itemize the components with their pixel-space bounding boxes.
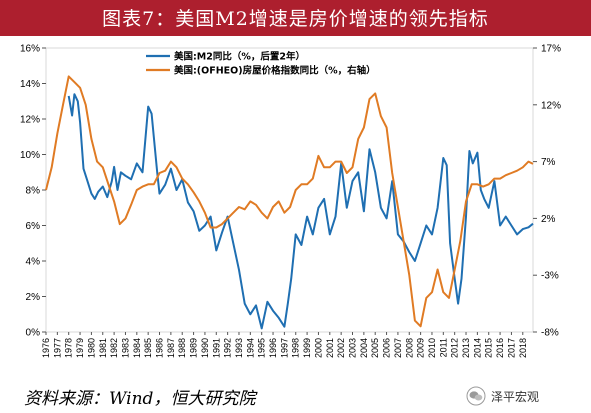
y-right-tick-label: 12% — [541, 100, 561, 111]
x-tick-label: 2010 — [427, 338, 437, 358]
x-tick-label: 1984 — [132, 338, 142, 358]
y-right-tick-label: 17% — [541, 44, 561, 55]
x-tick-label: 1982 — [109, 338, 119, 358]
x-tick-label: 1988 — [177, 338, 187, 358]
y-right-tick-label: 2% — [541, 214, 556, 225]
x-tick-label: 2017 — [506, 338, 516, 358]
x-tick-label: 2011 — [438, 338, 448, 357]
y-left-tick-label: 16% — [20, 44, 40, 55]
x-tick-label: 2007 — [393, 338, 403, 358]
x-tick-label: 1977 — [52, 338, 62, 358]
x-tick-label: 2003 — [348, 338, 358, 358]
y-left-tick-label: 12% — [20, 115, 40, 126]
x-tick-label: 1994 — [245, 338, 255, 358]
y-left-tick-label: 8% — [26, 186, 41, 197]
x-tick-label: 1990 — [200, 338, 210, 358]
x-tick-label: 2009 — [416, 338, 426, 358]
x-tick-label: 2012 — [450, 338, 460, 358]
x-tick-label: 1986 — [155, 338, 165, 358]
x-tick-label: 1992 — [223, 338, 233, 358]
y-left-tick-label: 6% — [26, 221, 41, 232]
x-tick-label: 1985 — [143, 338, 153, 358]
x-tick-label: 1997 — [279, 338, 289, 358]
x-tick-label: 1981 — [98, 338, 108, 358]
chart-title: 图表7：美国M2增速是房价增速的领先指标 — [102, 8, 489, 30]
x-tick-label: 1999 — [302, 338, 312, 358]
watermark: 泽平宏观 — [466, 386, 539, 406]
y-left-tick-label: 10% — [20, 150, 40, 161]
wechat-icon — [466, 386, 486, 406]
x-tick-label: 1993 — [234, 338, 244, 358]
y-left-tick-label: 4% — [26, 257, 41, 268]
x-tick-label: 1996 — [268, 338, 278, 358]
x-tick-label: 2014 — [472, 338, 482, 358]
legend-label-m2: 美国:M2同比（%，后置2年） — [173, 51, 305, 63]
x-tick-label: 1979 — [75, 338, 85, 358]
x-tick-label: 1987 — [166, 338, 176, 358]
series-line-m2 — [67, 93, 534, 330]
y-left-tick-label: 14% — [20, 79, 40, 90]
x-tick-label: 1989 — [189, 338, 199, 358]
x-tick-label: 1980 — [86, 338, 96, 358]
legend-label-hpi: 美国:(OFHEO)房屋价格指数同比（%，右轴） — [173, 65, 376, 77]
x-tick-label: 2000 — [313, 338, 323, 358]
x-tick-label: 1976 — [41, 338, 51, 358]
legend: 美国:M2同比（%，后置2年） 美国:(OFHEO)房屋价格指数同比（%，右轴） — [146, 51, 376, 77]
y-right-tick-label: 7% — [541, 157, 556, 168]
series-line-hpi — [45, 75, 534, 328]
x-tick-label: 2008 — [404, 338, 414, 358]
x-tick-label: 1978 — [64, 338, 74, 358]
y-left-tick-label: 2% — [26, 292, 41, 303]
x-tick-label: 2004 — [359, 338, 369, 358]
y-right-tick-label: -3% — [541, 271, 559, 282]
x-tick-label: 2018 — [518, 338, 528, 358]
series-layer — [45, 75, 534, 330]
x-tick-label: 2002 — [336, 338, 346, 358]
x-tick-label: 2005 — [370, 338, 380, 358]
x-tick-label: 1983 — [120, 338, 130, 358]
x-tick-label: 1991 — [211, 338, 221, 358]
title-bar: 图表7：美国M2增速是房价增速的领先指标 — [0, 0, 591, 36]
x-tick-label: 2013 — [461, 338, 471, 358]
line-chart: 0% 2% 4% 6% 8% 10% 12% 14% 16% -8% -3% 2% 7% 12% 17% 19… — [20, 44, 561, 359]
source-note: 资料来源：Wind，恒大研究院 — [24, 389, 256, 409]
x-tick-label: 2006 — [382, 338, 392, 358]
x-tick-label: 1998 — [291, 338, 301, 358]
x-tick-label: 2015 — [484, 338, 494, 358]
x-tick-label: 2001 — [325, 338, 335, 358]
x-tick-label: 2016 — [495, 338, 505, 358]
y-left-tick-label: 0% — [26, 328, 41, 339]
x-tick-label: 1995 — [257, 338, 267, 358]
watermark-text: 泽平宏观 — [491, 389, 540, 404]
y-right-tick-label: -8% — [541, 328, 559, 339]
axis-layer: 0% 2% 4% 6% 8% 10% 12% 14% 16% -8% -3% 2% 7% 12% 17% 19… — [20, 44, 561, 359]
